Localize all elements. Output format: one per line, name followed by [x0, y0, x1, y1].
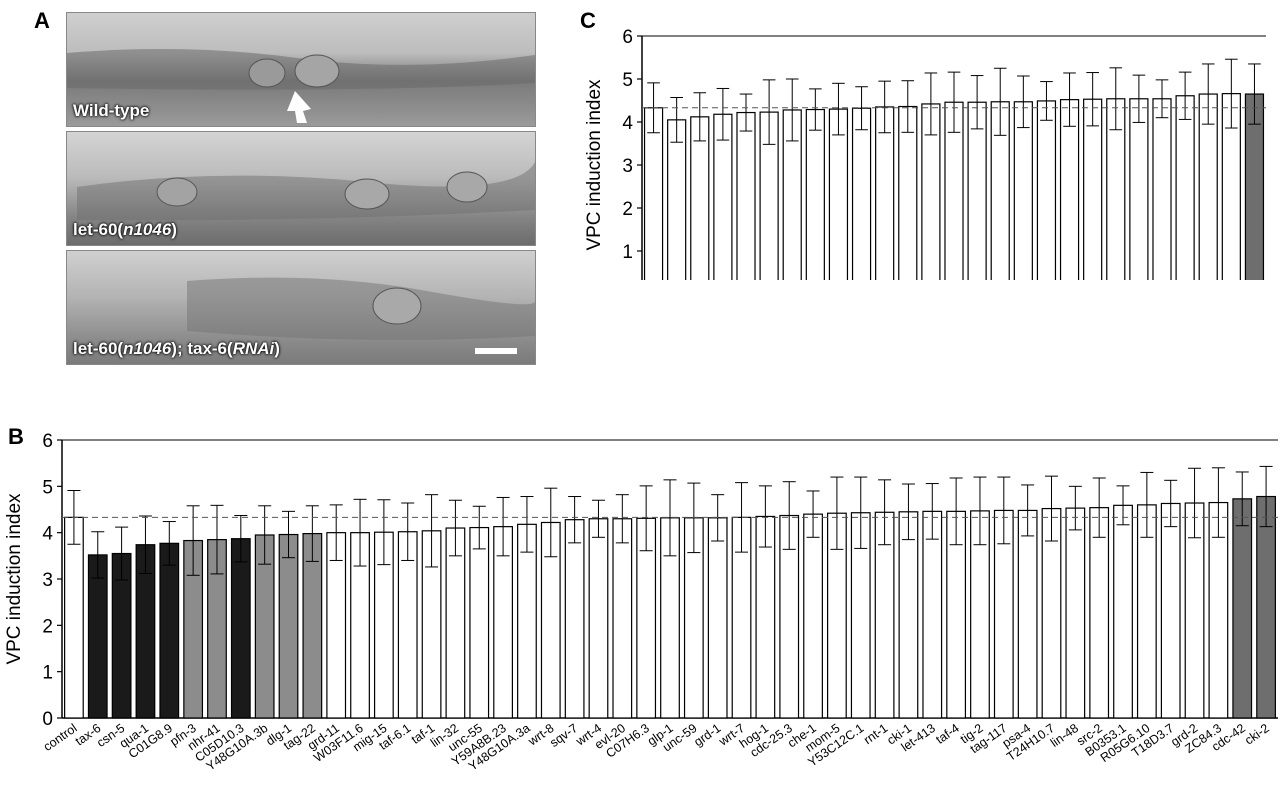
bar [1017, 509, 1038, 719]
y-tick-label: 1 [622, 242, 633, 263]
bar [1065, 507, 1086, 719]
panel-label-c: C [580, 8, 596, 33]
bar [1152, 98, 1172, 280]
y-tick-label: 0 [42, 709, 53, 730]
bar [159, 542, 180, 719]
bar [1160, 502, 1181, 719]
micrograph-caption-wild-type: Wild-type [73, 101, 150, 120]
bar [707, 517, 728, 719]
bar [922, 510, 943, 719]
y-tick-label: 5 [42, 477, 53, 498]
panel-label-b: B [8, 424, 24, 449]
bar [278, 533, 299, 719]
bar [803, 513, 823, 719]
y-tick-label: 3 [622, 156, 633, 177]
micrograph-let-60-tax-6: let-60(n1046); tax-6(RNAi) [66, 250, 536, 365]
bar [736, 111, 756, 280]
bar [87, 554, 108, 719]
bar [230, 538, 251, 719]
bar [588, 518, 609, 719]
bar [64, 516, 84, 719]
bar [1089, 507, 1110, 719]
scale-bar [475, 348, 517, 354]
micrograph-wild-type: Wild-type [66, 12, 536, 127]
bar [564, 519, 585, 719]
micrograph-caption-let-60: let-60(n1046) [73, 220, 177, 239]
bar [898, 511, 919, 719]
bar [805, 108, 825, 280]
y-tick-label: 2 [622, 199, 633, 220]
bar [517, 523, 537, 719]
y-tick-label: 2 [42, 616, 53, 637]
micrograph-let-60: let-60(n1046) [66, 131, 536, 246]
bar [1256, 495, 1276, 719]
y-axis-label: VPC induction index [4, 493, 25, 665]
panel-label-a: A [34, 8, 50, 33]
bar [1175, 95, 1195, 280]
bar [612, 518, 633, 719]
y-tick-label: 1 [42, 663, 53, 684]
bar [643, 107, 664, 280]
bar [469, 526, 490, 719]
x-tick-label: cki-2 [1242, 721, 1272, 748]
micrograph-stack: Wild-type let-60(n1046) [66, 12, 536, 369]
y-tick-label: 3 [42, 570, 53, 591]
bar [667, 119, 687, 280]
micrograph-caption-let-60-tax-6: let-60(n1046); tax-6(RNAi) [73, 339, 280, 358]
arrow-icon [287, 91, 311, 123]
y-axis-label: VPC induction index [584, 79, 605, 251]
y-tick-label: 6 [42, 432, 53, 452]
bar [1013, 101, 1033, 280]
y-tick-label: 4 [42, 524, 53, 545]
bar [1036, 100, 1057, 280]
bar [1232, 498, 1253, 719]
bar [851, 107, 872, 280]
y-tick-label: 6 [622, 27, 633, 48]
bar [1113, 504, 1133, 719]
bar [445, 527, 466, 719]
y-tick-label: 4 [622, 113, 633, 134]
y-tick-label: 5 [622, 70, 633, 91]
bar [1129, 98, 1149, 280]
